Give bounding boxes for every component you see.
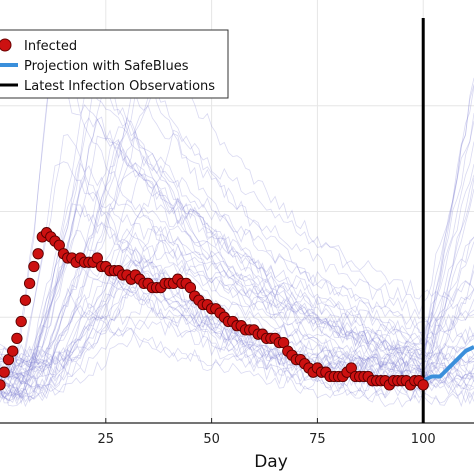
infected-point: [7, 345, 19, 357]
simulation-trajectory: [0, 116, 474, 404]
infected-point: [0, 379, 6, 391]
simulation-trajectory: [0, 116, 474, 382]
simulation-trajectory: [0, 169, 474, 408]
simulation-trajectory: [0, 68, 474, 361]
projection-line: [422, 345, 474, 383]
simulation-trajectory: [0, 260, 474, 405]
infected-point: [0, 366, 10, 378]
infected-point: [11, 332, 23, 345]
simulation-trajectory: [0, 94, 474, 363]
infected-point: [28, 260, 40, 273]
simulation-trajectory: [0, 81, 474, 380]
simulation-trajectory: [0, 139, 474, 376]
infected-point: [32, 248, 44, 260]
simulation-trajectory: [0, 203, 474, 400]
simulation-trajectory: [0, 77, 474, 374]
simulation-trajectory: [0, 60, 474, 398]
legend-projection-label: Projection with SafeBlues: [24, 59, 189, 74]
simulation-trajectory: [0, 161, 474, 367]
simulation-trajectory: [0, 206, 474, 376]
infected-point: [15, 315, 27, 328]
simulation-trajectory: [0, 86, 474, 374]
series-lines: [422, 345, 474, 383]
legend: Infected Projection with SafeBlues Lates…: [0, 29, 229, 99]
simulation-trajectory: [0, 305, 474, 370]
infected-point: [417, 379, 429, 391]
simulation-trajectory: [0, 229, 474, 391]
infected-point: [19, 294, 32, 306]
simulation-trajectory: [0, 58, 474, 393]
x-tick-labels: 25 50 75 100: [98, 432, 436, 447]
simulation-trajectory: [0, 53, 474, 387]
simulation-trajectory: [0, 228, 474, 408]
simulation-trajectory: [0, 117, 474, 383]
legend-infected-label: Infected: [24, 39, 77, 54]
legend-infected-marker: [0, 38, 12, 52]
simulation-trajectory: [0, 246, 474, 375]
simulation-trajectory: [0, 88, 474, 368]
legend-observation-label: Latest Infection Observations: [24, 79, 215, 94]
simulation-trajectory: [0, 134, 474, 383]
simulation-trajectory: [0, 135, 474, 379]
simulation-trajectory: [0, 141, 474, 362]
simulation-trajectory: [0, 112, 474, 403]
simulation-trajectory: [0, 129, 474, 383]
simulation-trajectory: [0, 263, 474, 400]
legend-box: [0, 29, 229, 99]
x-tick-label: 75: [309, 432, 326, 447]
simulation-trajectory: [0, 175, 474, 374]
x-axis-title: Day: [254, 452, 288, 472]
x-tick-label: 50: [203, 432, 220, 447]
simulation-trajectory: [0, 225, 474, 363]
infected-points: [0, 227, 429, 391]
infected-point: [23, 277, 36, 290]
simulation-trajectory: [0, 204, 474, 390]
simulation-trajectory: [0, 231, 474, 400]
simulation-trajectory: [0, 155, 474, 389]
x-tick-label: 100: [411, 432, 436, 447]
simulation-trajectory: [0, 76, 474, 389]
x-tick-label: 25: [98, 432, 115, 447]
simulation-trajectory: [0, 69, 474, 399]
